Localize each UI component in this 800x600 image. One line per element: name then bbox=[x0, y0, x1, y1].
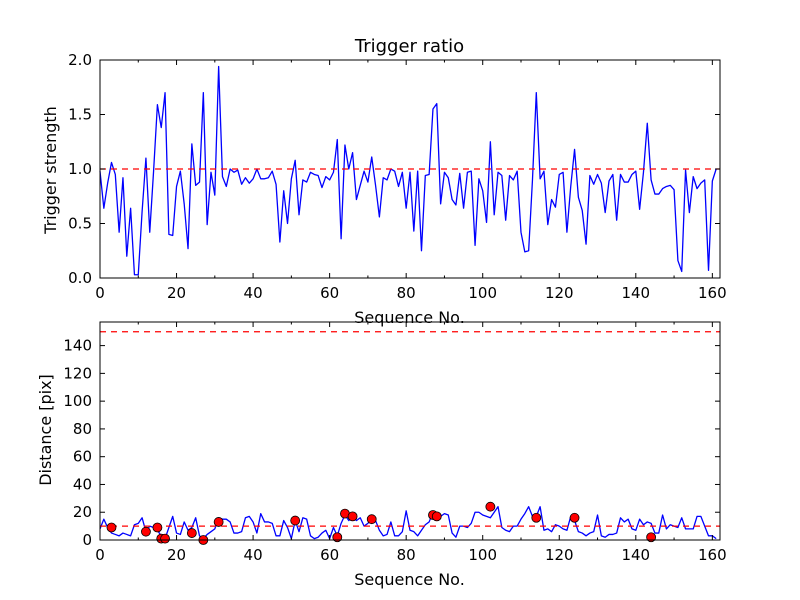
x-tick-label: 0 bbox=[95, 284, 105, 302]
axes-frame bbox=[99, 321, 721, 541]
y-tick-label: 120 bbox=[63, 364, 92, 382]
data-point-marker bbox=[646, 532, 657, 543]
data-point-marker bbox=[332, 532, 343, 543]
data-point-marker bbox=[485, 501, 496, 512]
x-tick-label: 100 bbox=[468, 546, 497, 564]
y-tick-label: 80 bbox=[73, 420, 92, 438]
y-axis-title: Distance [pix] bbox=[36, 374, 55, 486]
y-tick-label: 1.0 bbox=[68, 160, 92, 178]
x-tick-label: 80 bbox=[397, 546, 416, 564]
x-axis-title: Sequence No. bbox=[354, 570, 465, 589]
x-tick-label: 120 bbox=[545, 546, 574, 564]
x-tick-label: 100 bbox=[468, 284, 497, 302]
x-tick-label: 40 bbox=[244, 284, 263, 302]
y-tick-label: 0.0 bbox=[68, 269, 92, 287]
data-point-marker bbox=[290, 515, 301, 526]
data-point-marker bbox=[213, 517, 224, 527]
data-point-marker bbox=[431, 511, 442, 522]
y-tick-label: 100 bbox=[63, 392, 92, 410]
distance-chart: Distance [pix] Sequence No. 0 20 40 60 80 100… bbox=[36, 321, 727, 589]
data-point-marker bbox=[106, 522, 117, 533]
y-tick-label: 20 bbox=[73, 503, 92, 521]
y-tick-label: 60 bbox=[73, 448, 92, 466]
x-tick-label: 60 bbox=[320, 284, 339, 302]
y-tick-label: 0.5 bbox=[68, 215, 92, 233]
x-tick-label: 120 bbox=[545, 284, 574, 302]
x-tick-label: 20 bbox=[167, 546, 186, 564]
y-tick-label: 0 bbox=[82, 531, 92, 549]
x-tick-label: 40 bbox=[244, 546, 263, 564]
y-tick-label: 40 bbox=[73, 475, 92, 493]
data-point-marker bbox=[347, 511, 358, 522]
x-tick-label: 20 bbox=[167, 284, 186, 302]
x-tick-label: 160 bbox=[698, 284, 727, 302]
y-axis-title: Trigger strength bbox=[41, 106, 60, 235]
trigger-ratio-chart: Trigger ratio Trigger strength Sequence … bbox=[41, 36, 727, 327]
data-point-marker bbox=[366, 514, 377, 525]
x-tick-label: 140 bbox=[621, 284, 650, 302]
data-point-marker bbox=[531, 512, 542, 523]
y-tick-label: 2.0 bbox=[68, 51, 92, 69]
chart-title: Trigger ratio bbox=[354, 36, 464, 57]
data-point-marker bbox=[186, 528, 197, 538]
series-line bbox=[99, 65, 717, 276]
x-tick-label: 140 bbox=[621, 546, 650, 564]
x-tick-label: 80 bbox=[397, 284, 416, 302]
y-tick-label: 1.5 bbox=[68, 106, 92, 124]
data-point-marker bbox=[569, 512, 580, 523]
y-tick-label: 140 bbox=[63, 337, 92, 355]
plot-area: 0 20 40 60 80 100 120 140 160 0.0 0.5 1.0 1.5 2.0 bbox=[68, 51, 727, 302]
x-axis-title: Sequence No. bbox=[354, 308, 465, 327]
x-tick-label: 60 bbox=[320, 546, 339, 564]
data-point-marker bbox=[152, 522, 163, 533]
plot-area: 0 20 40 60 80 100 120 140 160 0 20 40 60 80 100 120 140 bbox=[63, 321, 727, 564]
x-tick-label: 0 bbox=[95, 546, 105, 564]
x-tick-label: 160 bbox=[698, 546, 727, 564]
data-point-marker bbox=[160, 533, 170, 544]
data-point-marker bbox=[141, 526, 151, 537]
